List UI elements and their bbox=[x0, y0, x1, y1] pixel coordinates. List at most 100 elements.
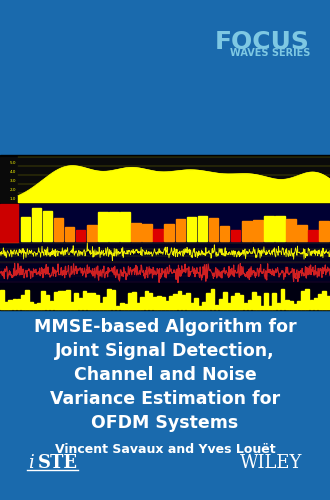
Bar bbox=[0, 155, 330, 310]
Bar bbox=[182, 295, 185, 308]
Bar bbox=[107, 289, 111, 308]
Bar bbox=[293, 304, 297, 308]
Bar bbox=[43, 212, 52, 241]
Bar bbox=[25, 290, 29, 308]
Bar bbox=[286, 219, 296, 241]
Bar bbox=[29, 302, 33, 308]
Bar bbox=[220, 226, 229, 241]
Bar bbox=[91, 292, 95, 308]
Bar bbox=[103, 296, 107, 308]
Bar bbox=[297, 224, 307, 241]
Bar bbox=[178, 291, 181, 308]
Text: STE: STE bbox=[38, 454, 78, 472]
Bar bbox=[54, 218, 63, 241]
Bar bbox=[82, 292, 86, 308]
Bar bbox=[13, 298, 16, 308]
Bar bbox=[256, 296, 260, 308]
Bar bbox=[318, 294, 321, 308]
Bar bbox=[173, 294, 177, 308]
Bar bbox=[198, 216, 207, 241]
Bar bbox=[242, 221, 251, 241]
Text: Variance Estimation for: Variance Estimation for bbox=[50, 390, 280, 408]
Bar bbox=[124, 304, 128, 308]
Bar bbox=[0, 243, 330, 262]
Bar bbox=[260, 306, 264, 308]
Bar bbox=[37, 303, 41, 308]
Bar bbox=[239, 296, 243, 308]
Text: WILEY: WILEY bbox=[240, 454, 302, 472]
Bar bbox=[87, 224, 96, 241]
Bar bbox=[21, 296, 24, 308]
Bar bbox=[33, 304, 37, 308]
Bar bbox=[153, 296, 156, 308]
Bar bbox=[305, 288, 309, 308]
Bar bbox=[109, 212, 119, 241]
Bar bbox=[297, 301, 301, 308]
Bar bbox=[157, 296, 161, 308]
Text: WAVES SERIES: WAVES SERIES bbox=[230, 48, 310, 58]
Bar bbox=[310, 300, 313, 308]
Bar bbox=[120, 304, 123, 308]
Bar bbox=[280, 290, 284, 308]
Bar bbox=[169, 296, 173, 308]
Text: MMSE-based Algorithm for: MMSE-based Algorithm for bbox=[34, 318, 296, 336]
Bar bbox=[314, 298, 317, 308]
Bar bbox=[186, 217, 196, 241]
Bar bbox=[198, 306, 202, 308]
Bar bbox=[235, 294, 239, 308]
Bar bbox=[214, 304, 218, 308]
Bar bbox=[190, 304, 194, 308]
Bar bbox=[131, 222, 141, 241]
Bar bbox=[54, 292, 57, 308]
Bar bbox=[248, 300, 251, 308]
Bar bbox=[115, 306, 119, 308]
Bar bbox=[231, 230, 241, 241]
Bar bbox=[275, 216, 285, 241]
Text: 5.0: 5.0 bbox=[10, 161, 16, 165]
Bar bbox=[87, 294, 90, 308]
Bar bbox=[252, 292, 255, 308]
Bar bbox=[46, 295, 49, 308]
Bar bbox=[285, 300, 288, 308]
Bar bbox=[202, 302, 206, 308]
Bar bbox=[289, 300, 293, 308]
Bar bbox=[120, 212, 130, 241]
Bar bbox=[140, 298, 144, 308]
Bar bbox=[322, 290, 326, 308]
Bar bbox=[74, 293, 78, 308]
Bar bbox=[16, 298, 20, 308]
Bar bbox=[272, 293, 276, 308]
Bar bbox=[206, 294, 210, 308]
Bar bbox=[98, 212, 108, 241]
Bar bbox=[142, 224, 152, 241]
Bar bbox=[301, 291, 305, 308]
Bar bbox=[8, 300, 12, 308]
Text: OFDM Systems: OFDM Systems bbox=[91, 414, 239, 432]
Bar bbox=[194, 298, 198, 308]
Text: 4.0: 4.0 bbox=[10, 170, 16, 174]
Bar bbox=[161, 298, 165, 308]
Bar bbox=[41, 290, 45, 308]
Bar bbox=[326, 296, 330, 308]
Bar bbox=[20, 218, 30, 241]
Bar bbox=[95, 294, 99, 308]
Bar bbox=[112, 290, 115, 308]
Bar bbox=[50, 301, 53, 308]
Bar bbox=[211, 289, 214, 308]
Bar bbox=[76, 230, 85, 241]
Bar bbox=[277, 302, 280, 308]
Bar bbox=[253, 220, 263, 241]
Bar bbox=[268, 306, 272, 308]
Text: i: i bbox=[28, 454, 34, 472]
Bar bbox=[153, 229, 163, 241]
Bar bbox=[209, 218, 218, 241]
Bar bbox=[0, 263, 330, 282]
Bar bbox=[186, 293, 189, 308]
Bar bbox=[264, 216, 274, 241]
Text: 3.0: 3.0 bbox=[10, 179, 16, 183]
Bar bbox=[164, 224, 174, 241]
Bar bbox=[227, 302, 231, 308]
Bar bbox=[244, 303, 247, 308]
Bar bbox=[65, 227, 74, 241]
Text: Channel and Noise: Channel and Noise bbox=[74, 366, 256, 384]
